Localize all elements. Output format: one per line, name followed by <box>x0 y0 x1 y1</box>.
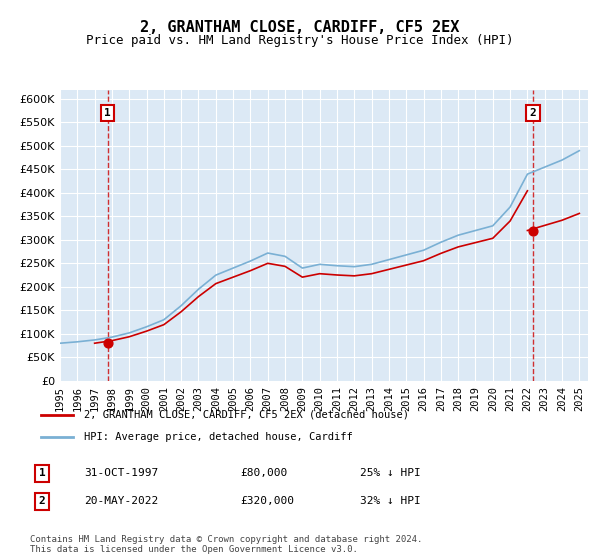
Text: 31-OCT-1997: 31-OCT-1997 <box>84 468 158 478</box>
Text: Contains HM Land Registry data © Crown copyright and database right 2024.
This d: Contains HM Land Registry data © Crown c… <box>30 535 422 554</box>
Text: £80,000: £80,000 <box>240 468 287 478</box>
Text: 1: 1 <box>38 468 46 478</box>
Point <box>529 226 538 235</box>
Text: 2: 2 <box>530 108 536 118</box>
Text: 32% ↓ HPI: 32% ↓ HPI <box>360 496 421 506</box>
Text: 25% ↓ HPI: 25% ↓ HPI <box>360 468 421 478</box>
Text: 2, GRANTHAM CLOSE, CARDIFF, CF5 2EX (detached house): 2, GRANTHAM CLOSE, CARDIFF, CF5 2EX (det… <box>84 409 409 419</box>
Text: Price paid vs. HM Land Registry's House Price Index (HPI): Price paid vs. HM Land Registry's House … <box>86 34 514 46</box>
Text: £320,000: £320,000 <box>240 496 294 506</box>
Text: 2, GRANTHAM CLOSE, CARDIFF, CF5 2EX: 2, GRANTHAM CLOSE, CARDIFF, CF5 2EX <box>140 20 460 35</box>
Text: 20-MAY-2022: 20-MAY-2022 <box>84 496 158 506</box>
Text: 2: 2 <box>38 496 46 506</box>
Text: 1: 1 <box>104 108 111 118</box>
Text: HPI: Average price, detached house, Cardiff: HPI: Average price, detached house, Card… <box>84 432 353 442</box>
Point <box>103 339 112 348</box>
